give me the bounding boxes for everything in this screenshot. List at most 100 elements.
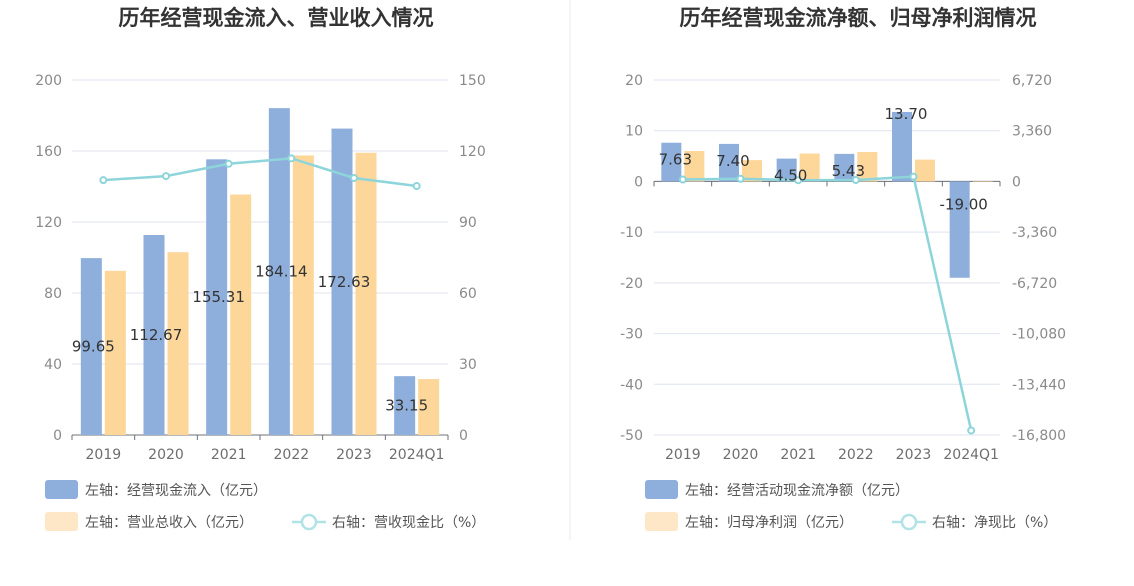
legend-swatch-marker (900, 513, 918, 531)
left-axis-tick: 160 (35, 144, 62, 160)
left-axis-tick: -10 (620, 225, 643, 241)
chart-title: 历年经营现金流净额、归母净利润情况 (680, 6, 1037, 30)
left-axis-tick: 0 (53, 428, 62, 444)
bar-primary (719, 143, 739, 182)
x-axis-label: 2022 (838, 447, 874, 463)
x-axis-label: 2024Q1 (943, 447, 999, 463)
legend-label: 左轴：营业总收入（亿元） (85, 515, 253, 531)
data-label: 184.14 (255, 263, 308, 281)
bar-primary (661, 142, 682, 182)
x-axis-label: 2020 (148, 447, 184, 463)
right-axis-tick: 6,720 (1012, 73, 1052, 89)
bar-secondary (742, 160, 762, 182)
data-label: 13.70 (885, 105, 928, 123)
left-axis-tick: -30 (620, 327, 643, 343)
data-label: -19.00 (939, 196, 987, 214)
bar-secondary (799, 153, 820, 182)
bar-primary (776, 158, 797, 182)
legend-label: 左轴：归母净利润（亿元） (685, 514, 853, 531)
data-label: 112.67 (130, 326, 183, 344)
ratio-line (103, 157, 417, 188)
ratio-point (967, 426, 976, 435)
left-axis-tick: 20 (625, 73, 643, 89)
right-axis-tick: 150 (459, 73, 486, 89)
data-label: 7.63 (659, 151, 692, 169)
right-axis-tick: -3,360 (1012, 225, 1057, 241)
data-label: 99.65 (72, 338, 115, 356)
left-axis-tick: 40 (44, 357, 62, 373)
ratio-point (412, 182, 421, 191)
legend-swatch-marker (300, 513, 318, 531)
x-axis-label: 2021 (780, 447, 816, 463)
right-axis-tick: 120 (459, 144, 486, 160)
x-axis-label: 2019 (86, 447, 122, 463)
data-label: 155.31 (192, 288, 245, 306)
left-axis-tick: -50 (620, 428, 643, 444)
bar-primary (834, 153, 855, 182)
legend-label: 左轴：经营活动现金流净额（亿元） (685, 483, 909, 499)
ratio-point (162, 172, 170, 181)
ratio-point (350, 173, 358, 182)
right-axis-tick: -10,080 (1012, 327, 1066, 343)
left-axis-tick: 10 (625, 124, 643, 140)
bar-primary (394, 376, 416, 435)
chart-title: 历年经营现金流入、营业收入情况 (119, 6, 434, 30)
data-label: 7.40 (716, 152, 749, 170)
data-label: 172.63 (318, 273, 371, 291)
legend-swatch-secondary (645, 512, 678, 531)
x-axis-label: 2024Q1 (389, 447, 445, 463)
right-axis-tick: 0 (1012, 174, 1021, 190)
bar-secondary (857, 152, 878, 182)
left-axis-tick: -20 (620, 276, 643, 292)
x-axis-label: 2021 (211, 447, 247, 463)
ratio-point (287, 154, 296, 163)
right-axis-tick: -6,720 (1012, 276, 1057, 292)
legend-swatch-primary (45, 480, 78, 499)
left-axis-tick: 120 (35, 215, 62, 231)
legend-label: 右轴：净现比（%） (932, 515, 1057, 531)
right-axis-tick: 3,360 (1012, 124, 1052, 140)
right-axis-tick: -13,440 (1012, 377, 1066, 393)
bar-secondary (972, 181, 993, 182)
bar-secondary (292, 155, 314, 435)
data-label: 4.50 (774, 167, 807, 185)
bar-secondary (418, 379, 440, 435)
x-axis-label: 2022 (274, 447, 310, 463)
bar-primary (143, 235, 165, 435)
ratio-point (851, 176, 860, 185)
bar-secondary (167, 252, 189, 435)
left-axis-tick: 80 (44, 286, 62, 302)
bar-secondary (230, 194, 252, 435)
ratio-point (99, 176, 108, 185)
data-label: 33.15 (385, 397, 428, 415)
bar-secondary (104, 270, 126, 435)
legend-swatch-secondary (45, 512, 78, 531)
bar-primary (268, 108, 290, 436)
legend-label: 右轴：营收现金比（%） (332, 515, 485, 531)
right-axis-tick: 0 (459, 428, 468, 444)
bar-secondary (355, 152, 377, 435)
ratio-line (682, 175, 973, 431)
right-axis-tick: 90 (459, 215, 477, 231)
x-axis-label: 2023 (336, 447, 372, 463)
bar-primary (206, 159, 228, 435)
right-axis-tick: -16,800 (1012, 428, 1066, 444)
right-axis-tick: 30 (459, 357, 477, 373)
bar-primary (331, 128, 353, 435)
ratio-point (909, 172, 918, 181)
bar-primary (80, 258, 102, 435)
left-axis-tick: -40 (620, 377, 643, 393)
x-axis-label: 2020 (723, 447, 759, 463)
left-axis-tick: 200 (35, 73, 62, 89)
x-axis-label: 2019 (665, 447, 701, 463)
ratio-point (224, 159, 233, 168)
bar-secondary (915, 159, 935, 182)
bar-secondary (684, 151, 705, 182)
ratio-point (736, 174, 745, 183)
ratio-point (794, 176, 803, 185)
left-axis-tick: 0 (634, 174, 643, 190)
x-axis-label: 2023 (896, 447, 932, 463)
bar-primary (892, 111, 912, 182)
